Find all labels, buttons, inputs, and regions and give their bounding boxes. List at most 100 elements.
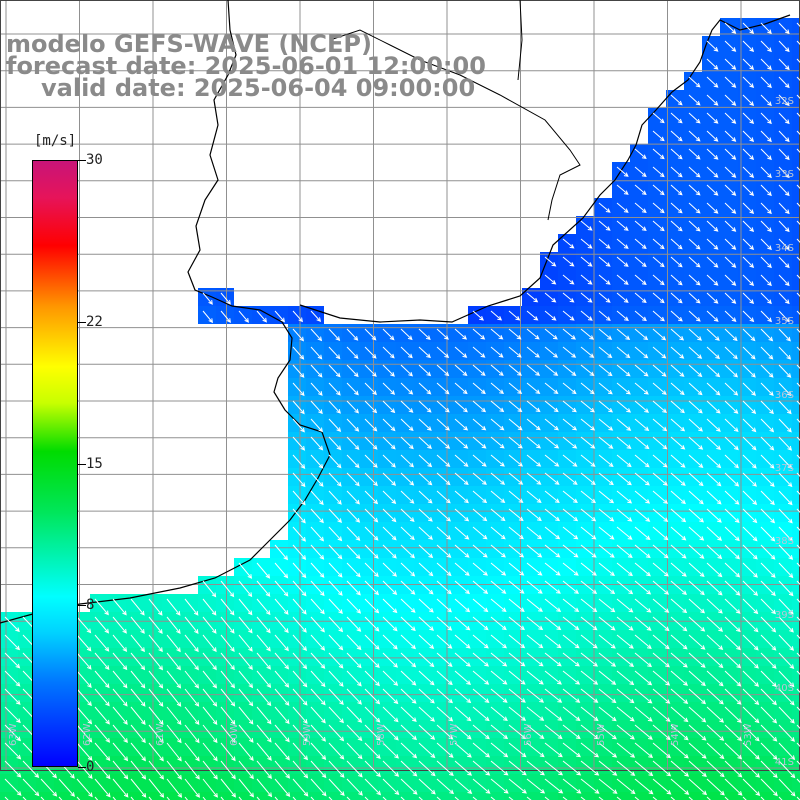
wind-arrow <box>328 778 345 797</box>
wind-cell <box>504 684 522 702</box>
wind-arrow <box>310 454 324 469</box>
wind-cell <box>360 792 378 800</box>
wind-arrow <box>328 742 345 760</box>
wind-arrow <box>346 508 361 523</box>
wind-arrow <box>616 400 632 413</box>
wind-arrow <box>94 634 110 652</box>
wind-arrow <box>796 94 800 99</box>
wind-cell <box>126 702 144 720</box>
wind-arrow <box>634 328 649 341</box>
wind-arrow <box>634 400 650 413</box>
wind-arrow <box>652 526 669 541</box>
wind-arrow <box>310 364 323 378</box>
wind-arrow <box>742 706 760 724</box>
wind-cell <box>504 738 522 756</box>
wind-cell <box>126 792 144 800</box>
wind-arrow <box>418 796 423 800</box>
wind-arrow <box>598 616 616 631</box>
wind-arrow <box>202 706 218 725</box>
wind-arrow <box>4 688 21 705</box>
wind-cell <box>576 504 594 522</box>
wind-arrow <box>454 544 470 558</box>
wind-cell <box>576 432 594 450</box>
wind-arrow <box>598 778 618 794</box>
colorbar-tick-mark <box>78 605 86 607</box>
wind-arrow <box>652 562 669 577</box>
wind-arrow <box>526 400 541 413</box>
wind-arrow <box>472 544 488 558</box>
wind-arrow <box>76 634 92 652</box>
wind-arrow <box>598 544 615 558</box>
wind-arrow <box>544 490 560 503</box>
wind-arrow <box>400 742 418 759</box>
wind-arrow <box>670 184 683 196</box>
wind-arrow <box>508 742 527 758</box>
wind-arrow <box>652 724 671 741</box>
wind-arrow <box>616 778 636 795</box>
wind-cell <box>126 666 144 684</box>
wind-arrow <box>742 274 755 286</box>
wind-arrow <box>544 580 561 594</box>
wind-arrow <box>220 688 236 707</box>
wind-arrow <box>292 598 307 615</box>
wind-arrow <box>544 256 557 267</box>
wind-arrow <box>634 616 652 631</box>
wind-cell <box>594 450 612 468</box>
wind-arrow <box>238 616 253 634</box>
wind-arrow <box>202 580 217 598</box>
wind-arrow <box>724 670 742 687</box>
wind-cell <box>612 594 630 612</box>
wind-arrow <box>472 706 490 722</box>
wind-arrow <box>634 706 653 722</box>
wind-cell <box>558 702 576 720</box>
wind-arrow <box>742 544 758 560</box>
wind-arrow <box>688 166 701 178</box>
wind-arrow <box>292 526 306 542</box>
wind-arrow <box>742 22 755 34</box>
wind-arrow <box>724 112 737 124</box>
wind-arrow <box>598 670 617 685</box>
wind-arrow <box>418 616 434 631</box>
wind-cell <box>612 630 630 648</box>
wind-cell <box>540 432 558 450</box>
wind-arrow <box>418 562 434 577</box>
wind-arrow <box>562 544 579 558</box>
wind-arrow <box>508 634 526 649</box>
coastline <box>0 0 331 624</box>
wind-arrow <box>256 760 272 780</box>
wind-cell <box>792 468 800 486</box>
wind-cell <box>108 792 126 800</box>
wind-arrow <box>454 526 470 540</box>
wind-arrow <box>742 526 758 542</box>
wind-arrow <box>670 364 685 377</box>
wind-cell <box>612 558 630 576</box>
wind-arrow <box>346 544 361 560</box>
wind-arrow <box>796 346 800 351</box>
wind-cell <box>522 558 540 576</box>
wind-arrow <box>760 22 772 35</box>
wind-cell <box>180 666 198 684</box>
wind-arrow <box>382 670 399 686</box>
wind-cell <box>522 630 540 648</box>
wind-arrow <box>634 670 653 686</box>
wind-arrow <box>292 724 308 743</box>
longitude-label: 56W <box>522 723 534 746</box>
wind-arrow <box>166 634 181 653</box>
wind-cell <box>792 18 800 36</box>
wind-arrow <box>706 760 725 778</box>
wind-arrow <box>652 418 668 432</box>
wind-cell <box>504 720 522 738</box>
wind-arrow <box>688 472 704 487</box>
wind-arrow <box>436 562 452 577</box>
wind-arrow <box>652 544 669 559</box>
wind-arrow <box>634 508 651 522</box>
wind-cell <box>486 756 504 774</box>
wind-arrow <box>364 328 377 341</box>
wind-cell <box>432 792 450 800</box>
wind-arrow <box>346 562 361 578</box>
wind-cell <box>576 648 594 666</box>
wind-arrow <box>742 58 755 70</box>
wind-arrow <box>580 400 595 413</box>
wind-arrow <box>706 58 719 70</box>
wind-arrow <box>418 526 433 540</box>
